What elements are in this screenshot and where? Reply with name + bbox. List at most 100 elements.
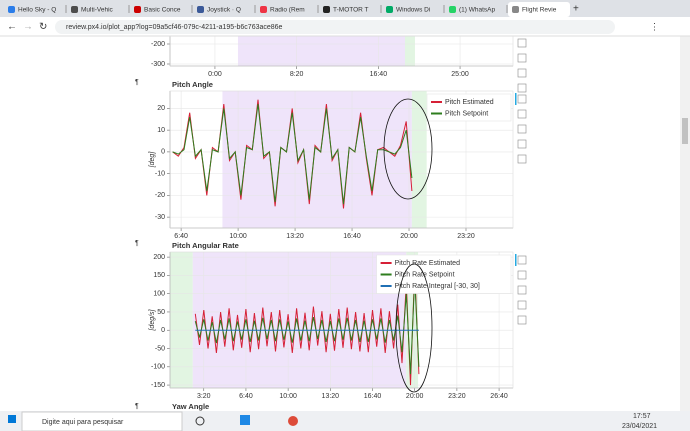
tab-title: Windows Di xyxy=(396,7,430,14)
x-tick-label: 20:00 xyxy=(400,233,418,240)
tab-background xyxy=(508,2,570,17)
start-button[interactable] xyxy=(8,415,16,423)
toolbar-button[interactable] xyxy=(517,270,527,280)
x-tick-label: 6:40 xyxy=(174,233,188,240)
y-tick-label: 10 xyxy=(157,127,165,134)
toolbar-button[interactable] xyxy=(517,139,527,149)
new-tab-button[interactable]: + xyxy=(573,4,579,15)
tab[interactable]: Multi-Vehic xyxy=(67,2,130,17)
annotation-ellipse xyxy=(395,263,433,393)
scrollbar[interactable] xyxy=(680,36,690,411)
edge-icon[interactable] xyxy=(240,415,250,425)
tab-title: Multi-Vehic xyxy=(81,7,114,14)
x-tick-label: 10:00 xyxy=(279,393,297,400)
toolbar-button[interactable] xyxy=(517,255,527,265)
tab-background xyxy=(445,2,507,17)
url[interactable]: review.px4.io/plot_app?log=09a5cf46-079c… xyxy=(66,24,283,31)
tab-background xyxy=(193,2,255,17)
y-tick-label: 0 xyxy=(161,327,165,334)
x-tick-label: 26:40 xyxy=(490,393,508,400)
toolbar-button[interactable] xyxy=(517,300,527,310)
toolbar-button[interactable] xyxy=(517,285,527,295)
tab-favicon xyxy=(449,6,456,13)
chrome-icon[interactable] xyxy=(288,416,298,426)
x-tick-label: 16:40 xyxy=(364,393,382,400)
toolbar-button[interactable] xyxy=(517,68,527,78)
tab[interactable]: Flight Revie xyxy=(508,2,570,17)
chart-title: Pitch Angular Rate xyxy=(172,241,239,250)
tab-favicon xyxy=(323,6,330,13)
x-tick-label: 8:20 xyxy=(290,71,304,78)
flight-mode-region xyxy=(404,36,415,66)
search-box[interactable] xyxy=(21,411,183,431)
legend-box xyxy=(376,254,512,294)
tab[interactable]: T-MOTOR T xyxy=(319,2,382,17)
tab[interactable]: Windows Di xyxy=(382,2,445,17)
x-tick-label: 13:20 xyxy=(322,393,340,400)
tab-background xyxy=(256,2,318,17)
legend-label: Pitch Rate Estimated xyxy=(395,260,460,267)
toolbar-button[interactable] xyxy=(517,38,527,48)
y-axis-label: [deg/s] xyxy=(149,308,156,331)
tab-favicon xyxy=(260,6,267,13)
y-tick-label: 200 xyxy=(153,254,165,261)
flight-mode-region xyxy=(237,36,405,66)
y-tick-label: -150 xyxy=(151,382,165,389)
legend-label: Pitch Rate Integral [-30, 30] xyxy=(395,283,480,290)
chart: Yaw Angle xyxy=(172,402,209,411)
toolbar-active xyxy=(515,254,517,266)
y-tick-label: -100 xyxy=(151,364,165,371)
y-tick-label: -200 xyxy=(151,41,165,48)
chart: -200 -300 0:00 8:20 16:40 25:00 xyxy=(151,36,527,93)
search-placeholder[interactable]: Digite aqui para pesquisar xyxy=(42,419,124,426)
tab[interactable]: Joystick · Q xyxy=(193,2,256,17)
flight-mode-region xyxy=(170,252,193,388)
flight-mode-region xyxy=(406,252,419,388)
tab-favicon xyxy=(134,6,141,13)
cortana-icon[interactable] xyxy=(195,416,205,426)
y-tick-label: -20 xyxy=(155,192,165,199)
x-tick-label: 3:20 xyxy=(197,393,211,400)
chart-title: Pitch Angle xyxy=(172,80,213,89)
y-tick-label: -50 xyxy=(155,345,165,352)
tab[interactable]: Hello Sky - Q xyxy=(4,2,67,17)
reload-button[interactable]: ↻ xyxy=(39,22,47,33)
address-bar[interactable] xyxy=(55,20,615,34)
tab[interactable]: (1) WhatsAp xyxy=(445,2,508,17)
back-button[interactable]: ← xyxy=(7,22,17,33)
tab-title: Basic Conce xyxy=(144,7,181,14)
y-axis-label: [deg] xyxy=(149,151,156,169)
flight-mode-region xyxy=(192,252,407,388)
tab-favicon xyxy=(71,6,78,13)
chart-title: Yaw Angle xyxy=(172,402,209,411)
y-tick-label: 100 xyxy=(153,291,165,298)
pilcrow: ¶ xyxy=(135,79,139,86)
toolbar-button[interactable] xyxy=(517,83,527,93)
menu-button[interactable]: ⋮ xyxy=(650,21,659,31)
scrollbar-thumb[interactable] xyxy=(682,118,688,144)
y-tick-label: -10 xyxy=(155,170,165,177)
series-line xyxy=(194,279,420,375)
y-tick-label: -30 xyxy=(155,214,165,221)
toolbar-button[interactable] xyxy=(517,315,527,325)
toolbar-button[interactable] xyxy=(517,109,527,119)
flight-mode-region xyxy=(411,91,427,228)
x-tick-label: 23:20 xyxy=(457,233,475,240)
toolbar-button[interactable] xyxy=(517,94,527,104)
toolbar-button[interactable] xyxy=(517,53,527,63)
y-tick-label: 20 xyxy=(157,105,165,112)
tab-title: Radio (Rem xyxy=(270,7,305,14)
y-tick-label: 0 xyxy=(161,149,165,156)
forward-button[interactable]: → xyxy=(23,22,33,33)
toolbar-button[interactable] xyxy=(517,124,527,134)
x-tick-label: 0:00 xyxy=(208,71,222,78)
tab[interactable]: Basic Conce xyxy=(130,2,193,17)
tab[interactable]: Radio (Rem xyxy=(256,2,319,17)
chart: Pitch Angle 20 10 0 -10 -20 -30 6:40 10:00 13:20 1… xyxy=(149,80,527,240)
toolbar-button[interactable] xyxy=(517,154,527,164)
pilcrow: ¶ xyxy=(135,240,139,247)
tab-background xyxy=(130,2,192,17)
